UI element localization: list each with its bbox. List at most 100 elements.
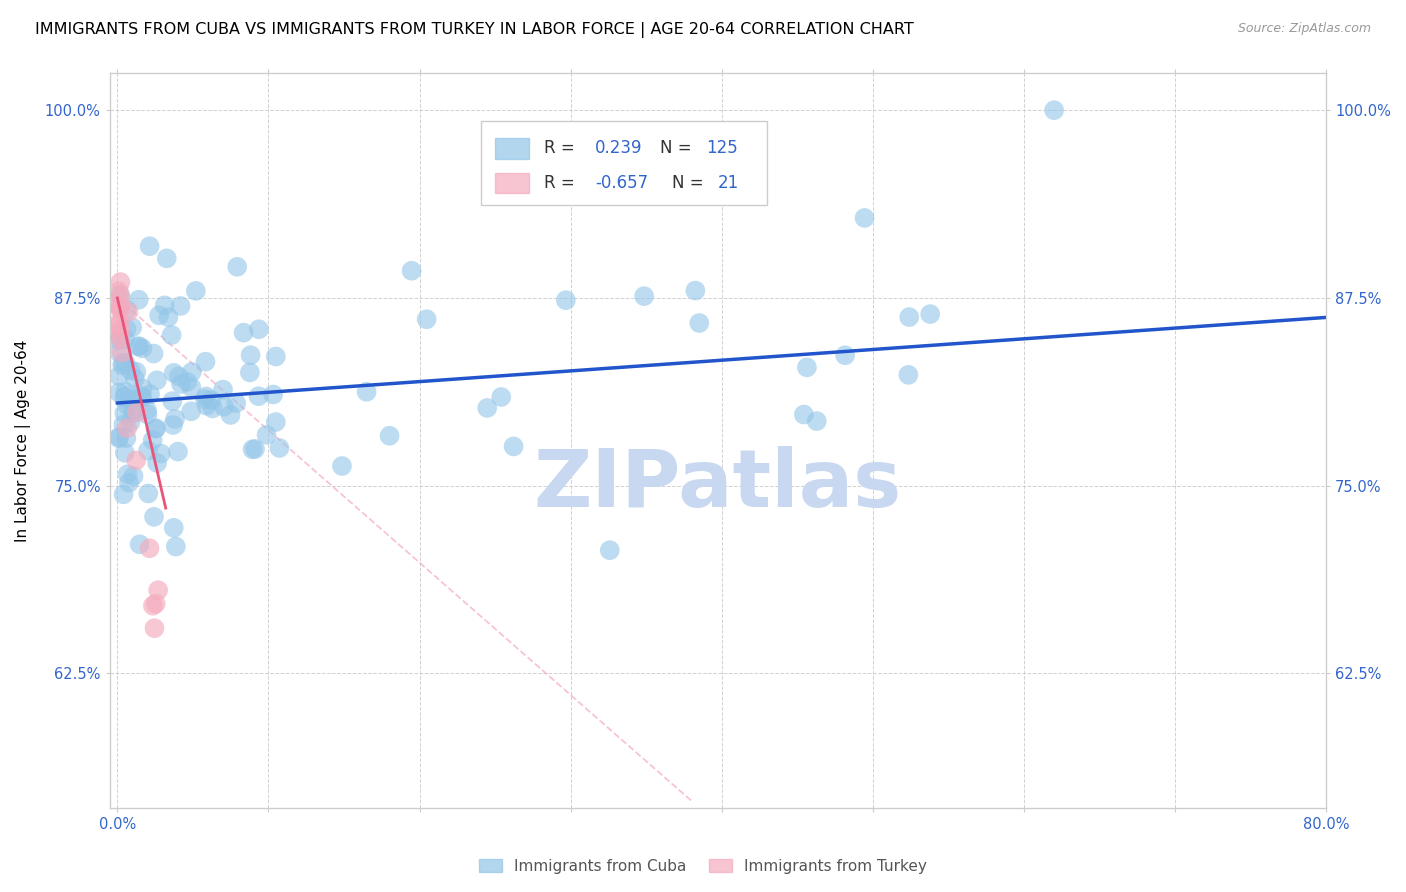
Point <box>138 239 160 253</box>
Point <box>143 509 166 524</box>
Point <box>125 453 148 467</box>
Point <box>232 326 254 340</box>
Text: -0.657: -0.657 <box>595 174 648 192</box>
Point <box>143 621 166 635</box>
Point <box>167 444 190 458</box>
Point <box>112 417 135 432</box>
Point <box>256 428 278 442</box>
Text: IMMIGRANTS FROM CUBA VS IMMIGRANTS FROM TURKEY IN LABOR FORCE | AGE 20-64 CORREL: IMMIGRANTS FROM CUBA VS IMMIGRANTS FROM … <box>35 22 914 38</box>
Point <box>356 384 378 399</box>
Point <box>146 456 169 470</box>
Point <box>401 264 423 278</box>
Point <box>114 332 136 346</box>
Point <box>145 421 167 435</box>
Point <box>489 390 512 404</box>
Point <box>169 299 191 313</box>
Point <box>136 443 159 458</box>
Point <box>167 369 190 384</box>
Point <box>115 322 138 336</box>
Y-axis label: In Labor Force | Age 20-64: In Labor Force | Age 20-64 <box>15 339 31 541</box>
Text: R =: R = <box>544 174 581 192</box>
Point <box>131 342 153 356</box>
Point <box>796 360 818 375</box>
Point <box>108 299 131 313</box>
Point <box>108 285 131 299</box>
Point <box>160 328 183 343</box>
Point <box>127 339 149 353</box>
Point <box>108 326 131 341</box>
Point <box>108 345 131 359</box>
Point <box>194 392 217 407</box>
Point <box>112 487 135 501</box>
Point <box>110 331 132 345</box>
Point <box>226 260 249 274</box>
Point <box>136 403 159 417</box>
Point <box>162 394 184 409</box>
Point <box>139 387 162 401</box>
Point <box>156 252 179 266</box>
Point <box>131 391 153 405</box>
Point <box>688 316 710 330</box>
Point <box>145 597 167 611</box>
Point <box>201 401 224 416</box>
Point <box>112 406 135 420</box>
Point <box>108 316 131 330</box>
Point <box>124 371 146 385</box>
Point <box>170 376 193 391</box>
Point <box>239 348 262 362</box>
Point <box>112 391 135 405</box>
Point <box>853 211 876 225</box>
Point <box>195 389 218 403</box>
Point <box>108 431 131 445</box>
Point <box>264 415 287 429</box>
Point <box>118 475 141 490</box>
Point <box>136 408 159 422</box>
Point <box>108 318 131 332</box>
Point <box>806 414 828 428</box>
Point <box>225 396 247 410</box>
Point <box>212 383 235 397</box>
Point <box>111 356 134 370</box>
Text: 125: 125 <box>706 139 738 158</box>
Bar <box>495 173 530 194</box>
Point <box>195 399 218 413</box>
Point <box>143 421 166 435</box>
Point <box>148 309 170 323</box>
Point <box>115 431 138 445</box>
Text: Source: ZipAtlas.com: Source: ZipAtlas.com <box>1237 22 1371 36</box>
Point <box>149 446 172 460</box>
Text: N =: N = <box>672 174 703 192</box>
Point <box>378 429 401 443</box>
Point <box>180 404 202 418</box>
Point <box>163 366 186 380</box>
Point <box>121 392 143 407</box>
Point <box>200 392 222 407</box>
Bar <box>495 138 530 159</box>
Point <box>242 442 264 457</box>
Point <box>146 583 169 598</box>
Point <box>153 298 176 312</box>
Point <box>122 402 145 417</box>
Point <box>115 302 138 317</box>
Point <box>122 469 145 483</box>
Point <box>125 405 148 419</box>
Point <box>920 307 942 321</box>
Point <box>142 433 165 447</box>
Point <box>110 322 132 336</box>
Point <box>897 368 920 382</box>
Point <box>108 385 131 400</box>
Point <box>114 446 136 460</box>
Point <box>138 541 160 556</box>
Point <box>125 365 148 379</box>
Point <box>898 310 921 324</box>
Point <box>142 599 165 613</box>
Point <box>128 293 150 307</box>
Text: R =: R = <box>544 139 581 158</box>
Point <box>128 537 150 551</box>
Point <box>117 305 139 319</box>
Text: 0.239: 0.239 <box>595 139 643 158</box>
Point <box>219 408 242 422</box>
Point <box>163 521 186 535</box>
Point <box>122 406 145 420</box>
Point <box>111 345 134 359</box>
